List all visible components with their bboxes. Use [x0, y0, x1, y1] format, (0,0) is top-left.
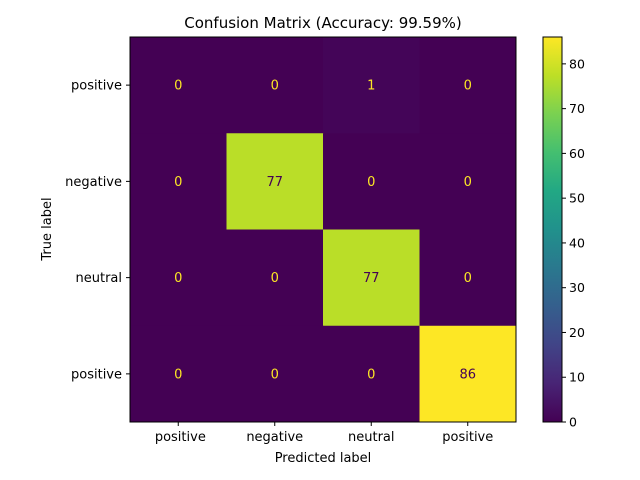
y-tick-label: negative [65, 175, 122, 190]
x-tick-label: positive [442, 430, 493, 445]
y-tick-label: positive [67, 79, 122, 94]
colorbar-tick-label: 0 [569, 415, 577, 430]
colorbar-tick-label: 40 [569, 235, 585, 250]
heatmap-cell [419, 37, 517, 134]
cell-value-label: 0 [271, 367, 279, 382]
colorbar-tick-label: 30 [569, 280, 585, 295]
cell-value-label: 0 [367, 367, 375, 382]
y-axis-ticks: positive negative neutral positive [65, 79, 130, 382]
y-tick-label: neutral [76, 271, 123, 286]
heatmap-cell [419, 229, 517, 327]
colorbar-tick-label: 60 [569, 146, 585, 161]
colorbar-tick-label: 50 [569, 191, 585, 206]
heatmap-cell [130, 37, 227, 134]
cell-value-label: 0 [174, 271, 182, 286]
colorbar-tick-label: 70 [569, 101, 585, 116]
heatmap-cell [419, 133, 517, 230]
heatmap-cell [226, 229, 324, 327]
heatmap-cell [419, 325, 517, 423]
chart-title: Confusion Matrix (Accuracy: 99.59%) [184, 14, 462, 32]
cell-value-label: 0 [464, 79, 472, 94]
cell-value-label: 0 [464, 271, 472, 286]
cell-value-label: 0 [174, 367, 182, 382]
x-axis-ticks: positive negative neutral positive [151, 422, 493, 445]
heatmap-cell [323, 37, 420, 134]
heatmap-cell [226, 325, 324, 423]
x-tick-label: neutral [348, 430, 395, 445]
cell-value-label: 0 [174, 175, 182, 190]
x-tick-label: negative [246, 430, 303, 445]
heatmap-cell [130, 325, 227, 423]
heatmap-cell [130, 133, 227, 230]
cell-value-label: 0 [271, 79, 279, 94]
heatmap-cell [323, 325, 420, 423]
colorbar-tick-label: 20 [569, 325, 585, 340]
plot-frame [129, 36, 517, 423]
colorbar-ticks: 0 10 20 30 40 50 60 70 80 [562, 56, 585, 430]
cell-value-label: 0 [367, 175, 375, 190]
heatmap-cell [323, 133, 420, 230]
heatmap-cell [226, 133, 324, 230]
colorbar [542, 36, 563, 423]
heatmap-cell [323, 229, 420, 327]
cell-value-label: 0 [174, 79, 182, 94]
cell-value-label: 86 [459, 367, 476, 382]
heatmap-cells: 0 0 1 0 0 77 0 0 0 0 77 0 0 0 0 86 [130, 37, 517, 423]
y-tick-label: positive [71, 367, 122, 382]
x-axis-label: Predicted label [275, 451, 372, 466]
y-axis-label: True label [40, 197, 55, 261]
heatmap-cell [226, 37, 324, 134]
heatmap-cell [130, 229, 227, 327]
cell-value-label: 0 [464, 175, 472, 190]
colorbar-tick-label: 80 [569, 56, 585, 71]
x-tick-label: positive [151, 430, 206, 445]
cell-value-label: 77 [363, 271, 380, 286]
cell-value-label: 77 [266, 175, 283, 190]
colorbar-tick-label: 10 [569, 370, 585, 385]
cell-value-label: 1 [367, 79, 375, 94]
cell-value-label: 0 [271, 271, 279, 286]
